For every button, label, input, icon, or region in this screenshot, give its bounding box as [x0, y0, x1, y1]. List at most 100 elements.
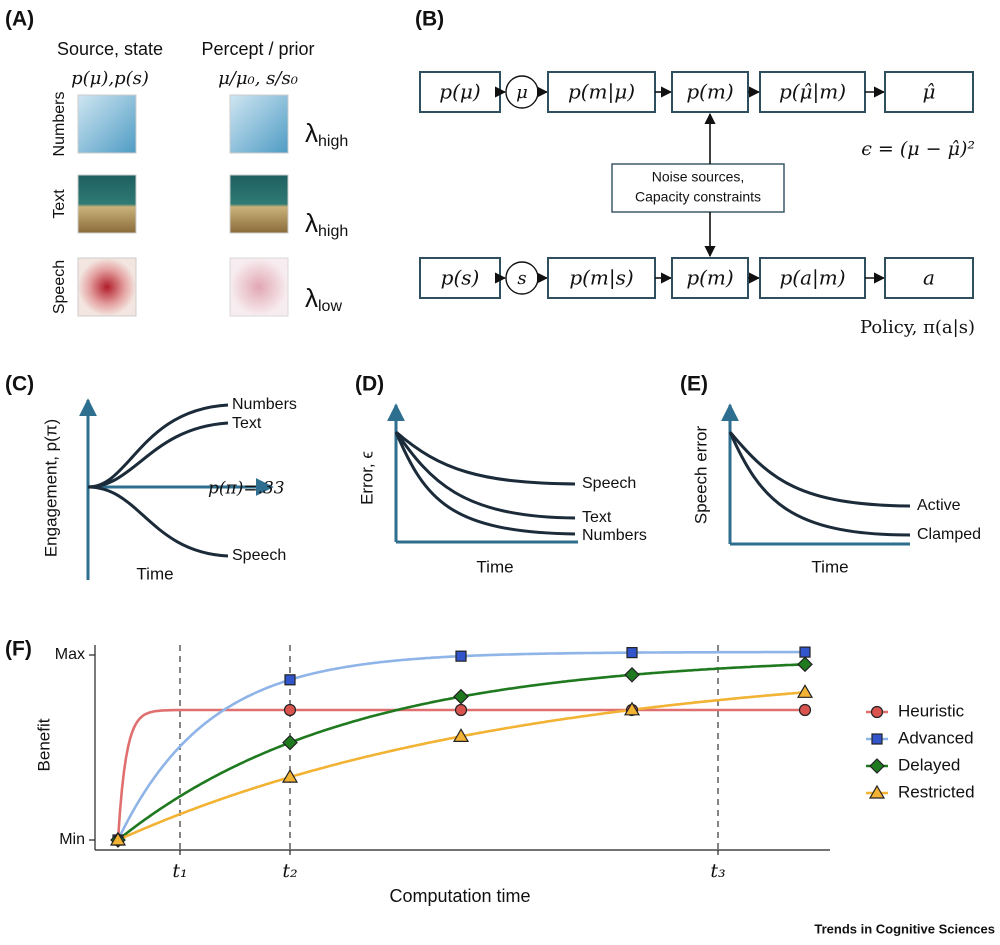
y-tick-label: Max: [55, 646, 85, 663]
marker: [281, 768, 299, 783]
source-image: [77, 174, 137, 234]
legend-label: Delayed: [898, 755, 960, 774]
node-label: p(m|μ): [568, 80, 635, 105]
marker: [623, 701, 641, 716]
node-label: s: [517, 268, 526, 289]
time-mark: t₂: [282, 860, 297, 882]
node-box: [419, 257, 501, 299]
column-title: Percept / prior: [201, 39, 314, 59]
percept-image: [229, 257, 289, 317]
curve-label: p(π)=.33: [208, 479, 285, 499]
lambda-subscript: high: [318, 133, 348, 150]
lambda-symbol: λ: [305, 283, 318, 313]
legend-label: Heuristic: [898, 701, 965, 720]
marker: [797, 656, 813, 673]
benefit-curve: [117, 662, 809, 842]
marker: [284, 674, 296, 686]
curve: [87, 403, 229, 489]
column-formula: p(μ),p(s): [71, 68, 149, 89]
node-box: [884, 257, 974, 299]
curve-label: Numbers: [232, 396, 297, 413]
axis-label: Benefit: [34, 718, 53, 771]
y-tick-label: Min: [59, 831, 85, 848]
axis-label: Error, ϵ: [357, 451, 376, 505]
node-label: p(m): [686, 80, 733, 104]
axis-label: Computation time: [389, 886, 530, 906]
node-label: p(m): [686, 266, 733, 290]
node-label: p(s): [441, 266, 480, 290]
curve-label: Text: [582, 509, 612, 526]
marker: [798, 703, 812, 717]
marker: [109, 831, 127, 846]
time-mark: t₁: [172, 860, 187, 882]
node-label: p(m|s): [569, 266, 633, 291]
noise-box: [611, 163, 785, 213]
row-label: Speech: [51, 260, 68, 314]
node-box: [547, 257, 656, 299]
source-image: [77, 257, 137, 317]
panel-label: (D): [355, 373, 384, 396]
lambda: λhigh: [305, 118, 348, 150]
marker: [799, 646, 811, 658]
benefit-curve: [116, 650, 808, 841]
time-mark: t₃: [710, 860, 725, 882]
curve: [394, 431, 576, 520]
noise-label: Noise sources,: [652, 169, 745, 185]
row-label: Numbers: [51, 92, 68, 157]
error-equation: ϵ = (μ − μ̂)²: [861, 138, 975, 160]
panel-label: (B): [415, 8, 444, 31]
lambda-subscript: high: [318, 223, 348, 240]
node-label: μ: [516, 82, 528, 103]
panel-label: (A): [5, 8, 34, 31]
curve: [728, 431, 911, 508]
curve: [395, 430, 576, 486]
panel-label: (C): [5, 373, 34, 396]
axis-label: Time: [136, 564, 173, 583]
marker: [454, 703, 468, 717]
node-label: μ̂: [923, 80, 936, 104]
lambda: λhigh: [305, 208, 348, 240]
marker: [626, 647, 638, 659]
curve: [87, 485, 229, 558]
benefit-curve: [116, 708, 808, 841]
column-formula: μ/μ₀, s/s₀: [218, 68, 298, 89]
node-label: p(a|m): [779, 266, 845, 291]
curve-label: Active: [917, 497, 961, 514]
marker: [870, 705, 884, 719]
panel-label: (F): [5, 638, 32, 661]
column-title: Source, state: [57, 39, 163, 59]
percept-image: [229, 94, 289, 154]
marker: [283, 703, 297, 717]
node-label: p(μ̂|m): [779, 80, 846, 105]
marker: [871, 733, 883, 745]
percept-image: [229, 174, 289, 234]
marker: [452, 728, 470, 742]
marker: [453, 688, 469, 705]
source-image: [77, 94, 137, 154]
lambda: λlow: [305, 283, 342, 315]
lambda-symbol: λ: [305, 208, 318, 238]
marker: [624, 666, 640, 683]
node-box: [419, 71, 501, 113]
node-label: a: [923, 266, 935, 290]
legend-label: Restricted: [898, 782, 975, 801]
row-label: Text: [51, 189, 68, 219]
node-box: [759, 71, 866, 113]
marker: [282, 734, 298, 751]
curve: [87, 421, 229, 489]
marker: [455, 650, 467, 662]
lambda-symbol: λ: [305, 118, 318, 148]
marker: [869, 758, 885, 774]
panel-label: (E): [680, 373, 708, 396]
footer: Trends in Cognitive Sciences: [814, 921, 995, 936]
curve: [728, 431, 911, 537]
marker: [868, 784, 886, 799]
curve: [394, 431, 576, 536]
node-label: p(μ): [439, 80, 480, 104]
curve-label: Numbers: [582, 527, 647, 544]
axis-label: Time: [476, 557, 513, 576]
policy-label: Policy, π(a|s): [860, 317, 975, 338]
curve-label: Clamped: [917, 526, 981, 543]
lambda-subscript: low: [318, 298, 342, 315]
